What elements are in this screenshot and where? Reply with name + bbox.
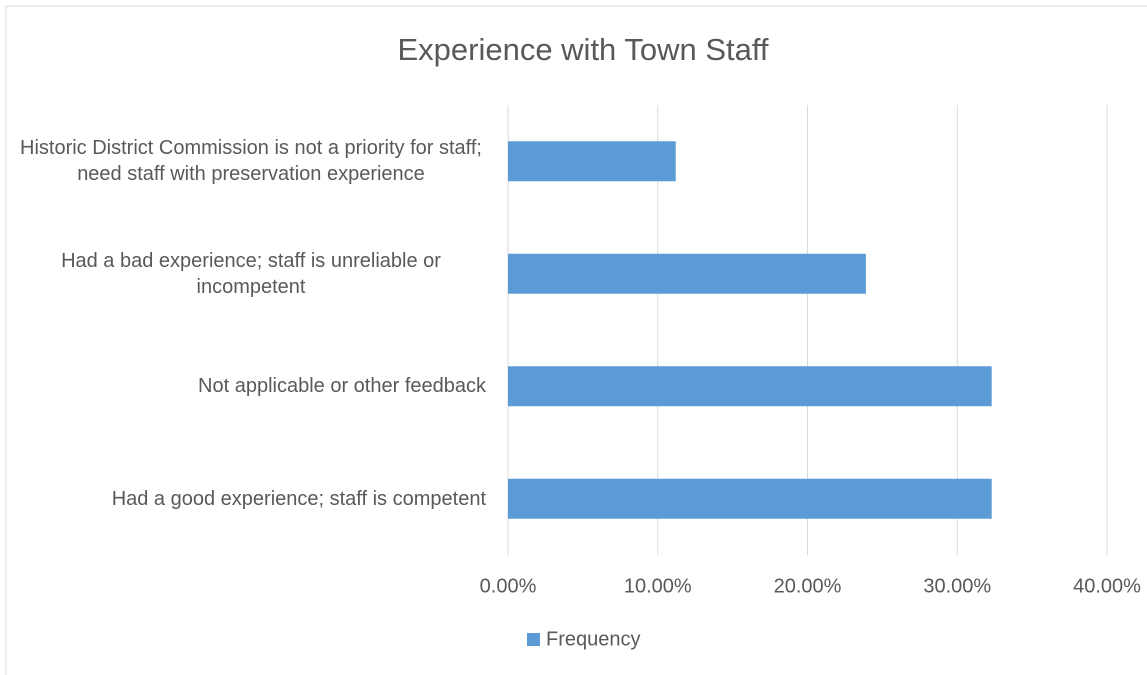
bar [508, 366, 992, 407]
x-tick-label: 40.00% [1073, 575, 1141, 597]
bar [508, 478, 992, 519]
y-tick-label: Had a bad experience; staff is unreliabl… [61, 249, 441, 298]
x-tick-label: 10.00% [624, 575, 692, 597]
category-label-box: Historic District Commission is not a pr… [16, 121, 486, 201]
x-tick-label: 0.00% [480, 575, 537, 597]
y-tick-label: Not applicable or other feedback [198, 375, 486, 398]
category-label-box: Had a good experience; staff is competen… [16, 459, 486, 539]
chart-title: Experience with Town Staff [397, 32, 768, 67]
legend-label: Frequency [546, 628, 641, 650]
legend-swatch [527, 633, 540, 646]
x-tick-label: 20.00% [774, 575, 842, 597]
y-tick-label: Historic District Commission is not a pr… [20, 137, 482, 186]
x-tick-label: 30.00% [923, 575, 991, 597]
y-tick-label: Had a good experience; staff is competen… [111, 487, 486, 510]
category-label-box: Not applicable or other feedback [16, 346, 486, 426]
category-label-box: Had a bad experience; staff is unreliabl… [16, 234, 486, 314]
chart-border [5, 5, 1147, 675]
bar [508, 141, 676, 182]
bar [508, 253, 866, 294]
